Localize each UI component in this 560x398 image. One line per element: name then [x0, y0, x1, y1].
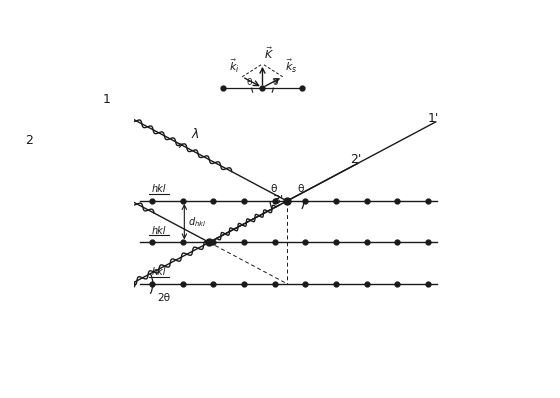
- Text: $d_{hkl}$: $d_{hkl}$: [188, 215, 207, 228]
- Text: $\vec{K}$: $\vec{K}$: [264, 46, 274, 61]
- Text: 2θ: 2θ: [157, 293, 171, 302]
- Text: hkl: hkl: [152, 267, 166, 277]
- Text: θ: θ: [270, 184, 277, 194]
- Text: hkl: hkl: [152, 226, 166, 236]
- Text: 3': 3': [273, 194, 284, 207]
- Text: $\vec{k}_i$: $\vec{k}_i$: [229, 58, 240, 75]
- Text: θ: θ: [297, 184, 304, 194]
- Text: 1: 1: [103, 93, 111, 106]
- Text: 1': 1': [428, 111, 440, 125]
- Text: hkl: hkl: [152, 184, 166, 194]
- Text: θ: θ: [247, 78, 253, 87]
- Text: λ: λ: [192, 128, 199, 141]
- Text: 2': 2': [350, 153, 362, 166]
- Text: $\vec{k}_s$: $\vec{k}_s$: [285, 58, 298, 75]
- Text: 2: 2: [25, 134, 33, 147]
- Text: θ: θ: [273, 78, 278, 87]
